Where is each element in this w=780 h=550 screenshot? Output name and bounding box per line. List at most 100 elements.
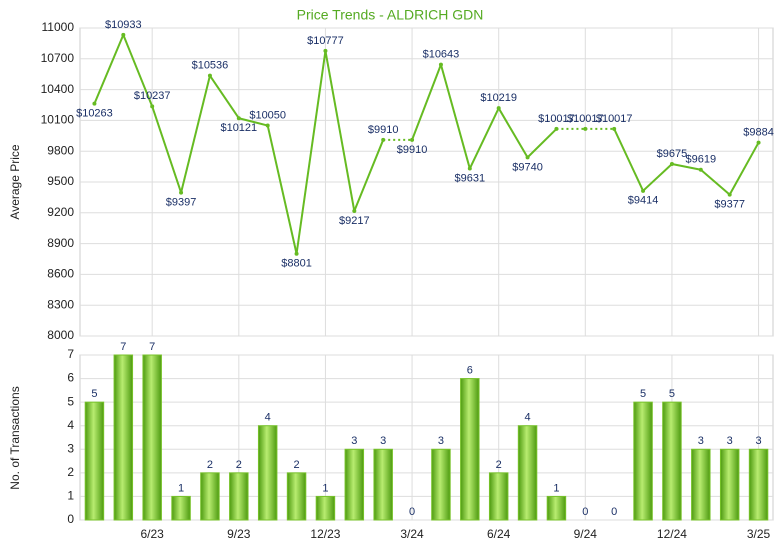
data-label: 3 bbox=[727, 435, 733, 447]
line-segment bbox=[642, 163, 673, 192]
line-segment bbox=[122, 34, 154, 107]
y-tick-label: 9500 bbox=[47, 174, 74, 188]
x-tick-label: 12/23 bbox=[310, 527, 340, 541]
x-tick-label: 6/23 bbox=[141, 527, 165, 541]
bar bbox=[431, 448, 451, 521]
data-label: $9910 bbox=[368, 124, 399, 136]
line-segment bbox=[238, 117, 268, 127]
data-label: $9675 bbox=[657, 148, 688, 160]
bar bbox=[517, 425, 538, 521]
y-tick-label: 2 bbox=[67, 465, 74, 479]
point bbox=[612, 126, 617, 131]
line-segment bbox=[295, 50, 327, 254]
y-tick-label: 10100 bbox=[41, 113, 75, 127]
data-label: $10237 bbox=[134, 90, 171, 102]
data-label: $9884 bbox=[743, 126, 774, 138]
data-label: $10777 bbox=[307, 35, 344, 47]
bar bbox=[113, 354, 134, 521]
data-label: $10017 bbox=[596, 113, 633, 125]
data-label: 0 bbox=[409, 506, 415, 518]
point bbox=[583, 126, 588, 131]
data-label: 7 bbox=[149, 341, 155, 353]
bar bbox=[257, 425, 278, 521]
bar bbox=[315, 495, 336, 521]
bar bbox=[344, 448, 365, 521]
line-segment bbox=[439, 64, 471, 169]
data-label: 3 bbox=[756, 435, 762, 447]
bar bbox=[662, 401, 682, 521]
data-label: $9631 bbox=[455, 172, 486, 184]
point bbox=[727, 192, 732, 197]
y-axis-label: No. of Transactions bbox=[8, 386, 22, 489]
line-segment bbox=[700, 169, 731, 196]
x-tick-label: 9/24 bbox=[574, 527, 598, 541]
y-tick-label: 5 bbox=[67, 394, 74, 408]
point bbox=[207, 73, 212, 78]
x-tick-label: 12/24 bbox=[657, 527, 687, 541]
bar bbox=[719, 448, 740, 521]
point bbox=[410, 137, 415, 142]
y-tick-label: 4 bbox=[67, 418, 74, 432]
line-segment bbox=[613, 128, 644, 192]
bar bbox=[142, 354, 162, 521]
point bbox=[554, 126, 559, 131]
bar bbox=[286, 472, 307, 521]
point bbox=[756, 140, 761, 145]
line-segment bbox=[353, 139, 385, 212]
data-label: $9740 bbox=[512, 161, 543, 173]
line-segment bbox=[411, 64, 442, 141]
data-label: 2 bbox=[294, 459, 300, 471]
line-segment bbox=[671, 163, 702, 171]
y-tick-label: 9800 bbox=[47, 143, 74, 157]
data-label: 0 bbox=[582, 506, 588, 518]
line-segment bbox=[728, 142, 760, 196]
data-label: 2 bbox=[207, 459, 213, 471]
point bbox=[121, 32, 126, 37]
bar bbox=[691, 448, 711, 521]
line-segment bbox=[93, 34, 125, 105]
point bbox=[698, 167, 703, 172]
point bbox=[179, 190, 184, 195]
y-tick-label: 9200 bbox=[47, 205, 74, 219]
data-label: $9619 bbox=[686, 154, 717, 166]
data-label: $10933 bbox=[105, 19, 142, 31]
data-label: 5 bbox=[669, 388, 675, 400]
y-tick-label: 6 bbox=[67, 371, 74, 385]
bar bbox=[84, 401, 105, 521]
point bbox=[92, 101, 97, 106]
chart-title: Price Trends - ALDRICH GDN bbox=[297, 7, 484, 23]
data-label: $9377 bbox=[714, 199, 745, 211]
data-label: 2 bbox=[496, 459, 502, 471]
y-tick-label: 10700 bbox=[41, 51, 75, 65]
bar bbox=[546, 495, 567, 521]
point bbox=[381, 137, 386, 142]
data-label: 4 bbox=[525, 412, 531, 424]
y-tick-label: 11000 bbox=[42, 20, 75, 34]
x-tick-label: 3/24 bbox=[400, 527, 424, 541]
line-segment bbox=[324, 50, 356, 212]
data-label: $10017 bbox=[567, 113, 604, 125]
y-tick-label: 8300 bbox=[47, 297, 74, 311]
bar bbox=[200, 472, 220, 521]
data-label: $9414 bbox=[628, 195, 659, 207]
y-tick-label: 3 bbox=[67, 441, 74, 455]
point bbox=[294, 251, 299, 256]
y-tick-label: 8600 bbox=[47, 267, 74, 281]
line-segment bbox=[526, 128, 558, 159]
data-label: 7 bbox=[120, 341, 126, 353]
x-tick-label: 3/25 bbox=[747, 527, 771, 541]
line-segment bbox=[209, 75, 240, 119]
data-label: $9397 bbox=[166, 196, 197, 208]
data-label: $10050 bbox=[249, 109, 286, 121]
y-tick-label: 7 bbox=[67, 347, 74, 361]
data-label: 0 bbox=[611, 506, 617, 518]
data-label: 6 bbox=[467, 364, 473, 376]
data-label: $9910 bbox=[397, 144, 428, 156]
data-label: 3 bbox=[438, 435, 444, 447]
y-tick-label: 0 bbox=[67, 512, 74, 526]
y-tick-label: 8900 bbox=[47, 236, 74, 250]
data-label: $10643 bbox=[423, 49, 460, 61]
point bbox=[323, 48, 328, 53]
data-label: $9217 bbox=[339, 215, 370, 227]
data-label: $10536 bbox=[192, 60, 229, 72]
